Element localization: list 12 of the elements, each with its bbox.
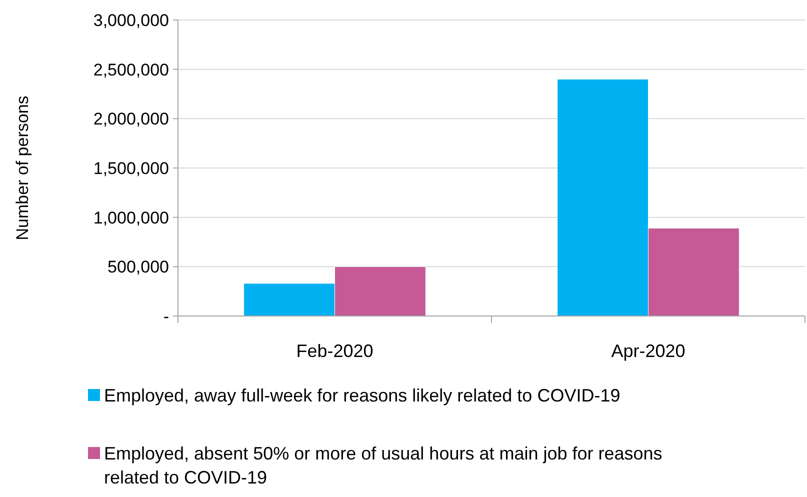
x-tick-label: Apr-2020 (611, 341, 686, 361)
y-tick-label: 1,500,000 (93, 158, 169, 178)
legend-label: Employed, away full-week for reasons likely related to COVID-19 (104, 385, 620, 406)
legend-label: Employed, absent 50% or more of usual hours at main job for reasons related to COVID-19 (104, 443, 662, 488)
x-tick-label: Feb-2020 (296, 341, 374, 361)
y-tick-label: 2,500,000 (93, 60, 169, 80)
y-tick-label: 3,000,000 (93, 10, 169, 30)
y-tick-label: - (163, 306, 169, 326)
y-axis-title: Number of persons (13, 96, 32, 240)
y-tick-label: 1,000,000 (93, 208, 169, 228)
y-tick-label: 2,000,000 (93, 110, 169, 129)
y-tick-label: 500,000 (108, 258, 169, 277)
